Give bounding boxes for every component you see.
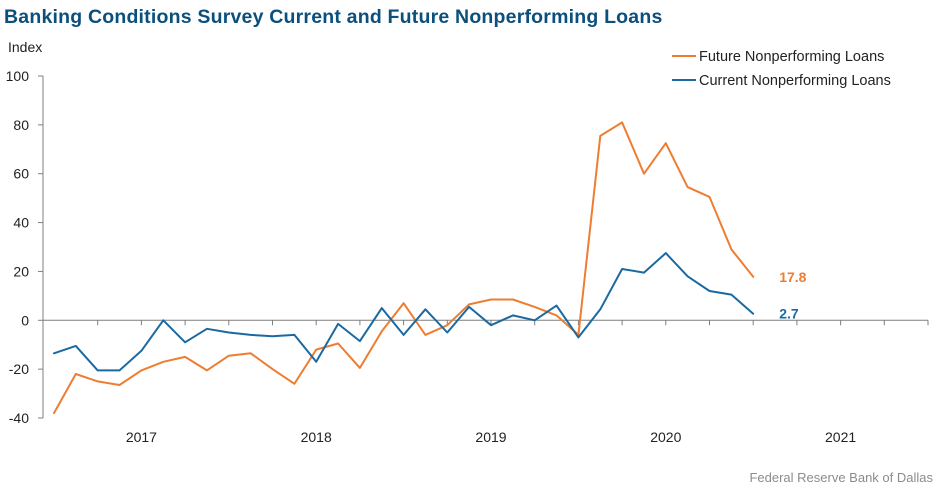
x-tick-label: 2017 (126, 429, 157, 445)
end-value-label-future: 17.8 (779, 269, 806, 285)
x-tick-label: 2019 (475, 429, 506, 445)
legend-label-future: Future Nonperforming Loans (699, 49, 884, 65)
y-tick-label: -40 (9, 410, 29, 426)
source-note: Federal Reserve Bank of Dallas (749, 470, 933, 485)
chart-title: Banking Conditions Survey Current and Fu… (4, 6, 663, 28)
y-tick-label: 80 (13, 117, 29, 133)
y-tick-label: 100 (6, 68, 30, 84)
legend: Future Nonperforming Loans Current Nonper… (672, 49, 891, 89)
y-tick-label: 0 (21, 312, 29, 328)
y-axis-label: Index (8, 39, 42, 55)
axes: -40 -20 0 20 40 60 80 100 Index 2017 2018 2019 2020 2… (6, 39, 929, 445)
y-tick-label: 60 (13, 166, 29, 182)
series-line-future (53, 121, 755, 415)
x-tick-label: 2018 (301, 429, 332, 445)
end-labels: 17.8 2.7 (779, 269, 806, 322)
series-line-current (53, 252, 755, 372)
end-value-label-current: 2.7 (779, 306, 799, 322)
legend-label-current: Current Nonperforming Loans (699, 73, 891, 89)
y-tick-label: 20 (13, 263, 29, 279)
y-tick-label: -20 (9, 361, 29, 377)
x-tick-label: 2021 (825, 429, 856, 445)
y-tick-label: 40 (13, 215, 29, 231)
x-tick-label: 2020 (650, 429, 681, 445)
series-layer (53, 121, 755, 415)
